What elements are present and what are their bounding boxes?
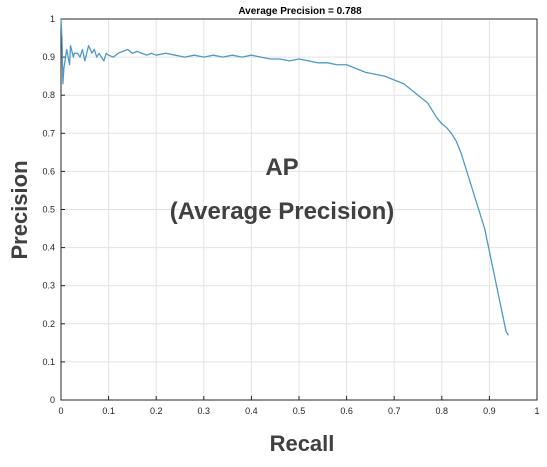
y-axis-label: Precision xyxy=(7,160,32,259)
x-tick-label: 0.8 xyxy=(436,406,449,416)
y-tick-label: 0.4 xyxy=(42,243,55,253)
x-tick-label: 0.1 xyxy=(102,406,115,416)
axis-ticks: 0 0.1 0.2 0.3 0.4 0.5 0.6 0.7 0.8 0.9 1 0 0.1 0.2 0.3 0… xyxy=(42,14,539,416)
y-tick-label: 0.5 xyxy=(42,205,55,215)
y-tick-label: 0.6 xyxy=(42,166,55,176)
annotation-line-2: (Average Precision) xyxy=(170,198,395,225)
annotation-line-1: AP xyxy=(265,154,298,181)
chart-title: Average Precision = 0.788 xyxy=(238,6,362,17)
y-tick-label: 0.7 xyxy=(42,128,55,138)
y-tick-label: 0 xyxy=(50,395,55,405)
y-tick-label: 0.1 xyxy=(42,357,55,367)
x-tick-label: 0.6 xyxy=(340,406,353,416)
y-tick-label: 0.3 xyxy=(42,281,55,291)
pr-curve-line xyxy=(60,18,509,336)
y-tick-label: 1 xyxy=(50,14,55,24)
x-tick-label: 0.9 xyxy=(483,406,496,416)
series-layer xyxy=(60,18,509,336)
y-tick-label: 0.9 xyxy=(42,52,55,62)
x-tick-label: 0.4 xyxy=(245,406,258,416)
x-tick-label: 0 xyxy=(58,406,63,416)
x-tick-label: 0.5 xyxy=(293,406,306,416)
x-tick-label: 1 xyxy=(534,406,539,416)
x-axis-label: Recall xyxy=(270,431,335,456)
x-tick-label: 0.7 xyxy=(388,406,401,416)
y-tick-label: 0.8 xyxy=(42,90,55,100)
x-tick-label: 0.2 xyxy=(150,406,163,416)
y-tick-label: 0.2 xyxy=(42,319,55,329)
x-tick-label: 0.3 xyxy=(198,406,211,416)
